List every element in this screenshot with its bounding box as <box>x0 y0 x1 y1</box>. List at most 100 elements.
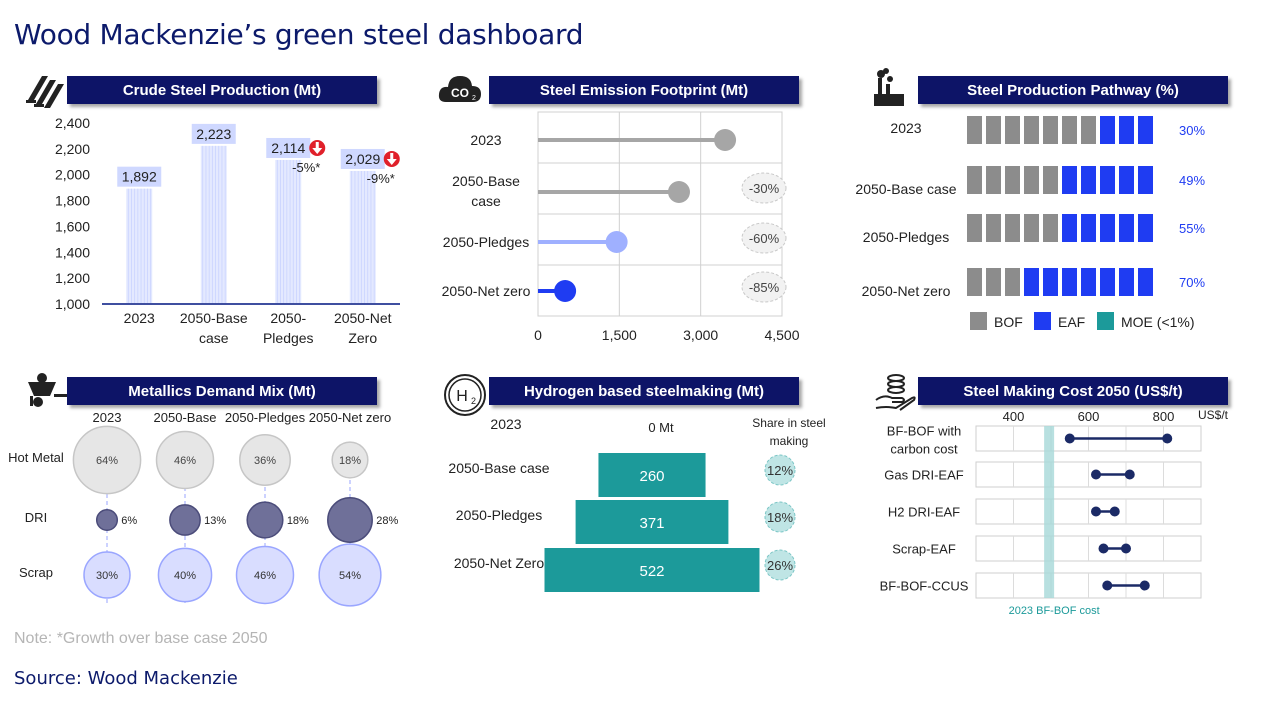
range-low-dot <box>1091 506 1101 517</box>
share-bubble <box>764 549 796 581</box>
column-label: 2050-Net zero <box>309 410 391 425</box>
row-label: carbon cost <box>890 442 958 457</box>
lollipop-dot <box>554 280 577 302</box>
range-high-dot <box>1109 506 1120 517</box>
emission-banner: Steel Emission Footprint (Mt) <box>489 76 799 104</box>
header-value: 0 Mt <box>648 420 674 435</box>
data-label-box <box>340 148 385 169</box>
change-label: -30% <box>749 181 780 196</box>
x-tick-label: 2050-Base <box>180 310 248 326</box>
data-label-box <box>117 166 162 187</box>
bof-block <box>967 166 982 194</box>
bof-block <box>1005 214 1020 242</box>
share-label: 12% <box>767 463 793 478</box>
bar <box>349 170 376 304</box>
x-tick-label: 800 <box>1153 409 1175 424</box>
eaf-block <box>1043 268 1058 296</box>
range-high-dot <box>1121 543 1131 554</box>
eaf-block <box>1081 214 1096 242</box>
bof-block <box>986 166 1001 194</box>
row-label: DRI <box>25 510 47 525</box>
eaf-block <box>1119 166 1134 194</box>
x-tick-label: Pledges <box>263 330 314 346</box>
eaf-block <box>1062 214 1077 242</box>
bubble <box>157 547 213 603</box>
y-tick-label: 1,600 <box>55 218 90 234</box>
data-label: 522 <box>639 563 664 580</box>
bof-block <box>986 116 1001 144</box>
share-label: 18% <box>767 510 793 525</box>
bubble <box>318 543 382 607</box>
row-label: BF-BOF with <box>887 424 961 439</box>
bof-block <box>1005 166 1020 194</box>
range-high-dot <box>1162 433 1173 444</box>
legend-label: MOE (<1%) <box>1121 314 1195 330</box>
data-label-box <box>266 137 311 158</box>
bar <box>544 548 760 592</box>
y-tick-label: 2,000 <box>55 167 90 183</box>
reference-band <box>1044 426 1055 598</box>
x-tick-label: 4,500 <box>764 327 799 343</box>
growth-annotation: -5%* <box>292 160 320 175</box>
bubble <box>155 430 215 490</box>
bubble-label: 64% <box>96 455 118 467</box>
data-label: 1,892 <box>122 169 157 185</box>
bubble-label: 40% <box>174 570 196 582</box>
eaf-block <box>1100 116 1115 144</box>
bubble <box>235 545 295 605</box>
hydrogen-banner: Hydrogen based steelmaking (Mt) <box>489 377 799 405</box>
row-label: Scrap-EAF <box>892 542 956 557</box>
bubble <box>169 504 201 536</box>
change-cloud <box>741 271 787 303</box>
svg-text:CO: CO <box>451 86 469 100</box>
x-tick-label: case <box>199 330 229 346</box>
range-high-dot <box>1124 469 1135 480</box>
factory-icon <box>874 68 904 106</box>
header-share: making <box>770 434 809 448</box>
bof-block <box>1005 268 1020 296</box>
legend-label: BOF <box>994 314 1023 330</box>
eaf-share-label: 49% <box>1179 173 1205 188</box>
hydrogen-chart: 2023 0 Mt Share in steel making 260 2050-Base… <box>448 416 826 592</box>
eaf-block <box>1062 166 1077 194</box>
pathway-chart: 2023 30% 2050-Base case 49% 2050-Pledges 55% 2… <box>855 116 1205 330</box>
bubble <box>83 551 131 599</box>
row-label: Hot Metal <box>8 450 64 465</box>
bof-block <box>967 214 982 242</box>
reference-label: 2023 BF-BOF cost <box>1009 605 1100 617</box>
x-tick-label: 2023 <box>124 310 155 326</box>
range-low-dot <box>1064 433 1075 444</box>
bof-block <box>967 268 982 296</box>
bar <box>200 145 227 304</box>
change-cloud <box>741 222 787 254</box>
column-label: 2050-Pledges <box>225 410 306 425</box>
bubble-label: 13% <box>204 515 226 527</box>
bubble-label: 18% <box>287 515 309 527</box>
data-label: 2,029 <box>345 151 380 167</box>
eaf-block <box>1081 268 1096 296</box>
row-label: 2023 <box>890 120 921 136</box>
bof-block <box>1005 116 1020 144</box>
down-arrow-icon-shaft <box>315 141 319 149</box>
bubble-label: 18% <box>339 455 361 467</box>
down-arrow-icon-head <box>386 158 397 165</box>
bubble-label: 54% <box>339 570 361 582</box>
row-label: BF-BOF-CCUS <box>880 579 969 594</box>
column-label: 2023 <box>93 410 122 425</box>
legend-swatch <box>970 312 987 330</box>
eaf-block <box>1062 268 1077 296</box>
range-high-dot <box>1139 580 1150 591</box>
data-label: 371 <box>639 515 664 532</box>
x-tick-label: 3,000 <box>683 327 718 343</box>
pathway-banner: Steel Production Pathway (%) <box>918 76 1228 104</box>
bubble <box>327 497 373 543</box>
legend-swatch <box>1034 312 1051 330</box>
growth-annotation: -9%* <box>367 171 395 186</box>
data-label: 260 <box>639 468 664 485</box>
x-tick-label: 600 <box>1078 409 1100 424</box>
bubble-label: 46% <box>254 570 276 582</box>
data-label: 2,223 <box>196 126 231 142</box>
bof-block <box>1043 116 1058 144</box>
bof-block <box>1024 214 1039 242</box>
cost-banner: Steel Making Cost 2050 (US$/t) <box>918 377 1228 405</box>
